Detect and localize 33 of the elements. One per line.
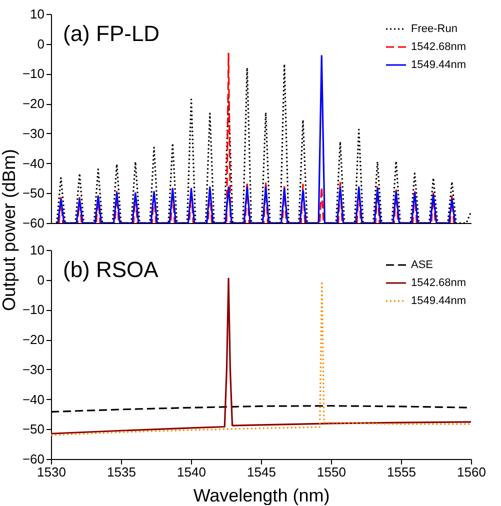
y-tick-label: −10 [22, 302, 44, 318]
y-tick-label: −50 [22, 186, 44, 201]
x-tick-label: 1530 [37, 464, 66, 480]
y-tick-label: 10 [30, 242, 44, 258]
x-tick-label: 1550 [317, 464, 346, 480]
y-axis-title: Output power (dBm) [0, 148, 19, 312]
y-tick-label: −60 [22, 452, 44, 466]
y-tick-label: 10 [30, 6, 44, 22]
y-tick-label: −20 [22, 96, 44, 112]
x-tick-label: 1555 [387, 464, 416, 480]
y-tick-label: −30 [22, 126, 44, 141]
y-tick-label: 0 [37, 36, 44, 52]
y-tick-label: −40 [22, 156, 44, 171]
y-tick-label: 0 [37, 272, 44, 288]
x-tick-label: 1535 [107, 464, 136, 480]
y-tick-label: −20 [22, 332, 44, 348]
y-tick-label: −60 [22, 216, 44, 230]
y-tick-label: −50 [22, 422, 44, 437]
x-tick-label: 1560 [457, 464, 486, 480]
x-tick-label: 1540 [177, 464, 206, 480]
legend-label: Free-Run [411, 23, 458, 35]
legend-label: 1549.44nm [411, 59, 466, 71]
chart-title: (a) FP-LD [63, 21, 160, 46]
legend-label: 1542.68nm [411, 277, 466, 289]
legend-label: 1549.44nm [411, 295, 466, 307]
legend-label: ASE [411, 259, 434, 271]
chart-title: (b) RSOA [63, 257, 159, 282]
x-axis-title: Wavelength (nm) [193, 486, 330, 506]
y-tick-label: −10 [22, 66, 44, 82]
y-tick-label: −40 [22, 392, 44, 407]
legend-label: 1542.68nm [411, 41, 466, 53]
y-tick-label: −30 [22, 362, 44, 377]
x-tick-label: 1545 [247, 464, 276, 480]
